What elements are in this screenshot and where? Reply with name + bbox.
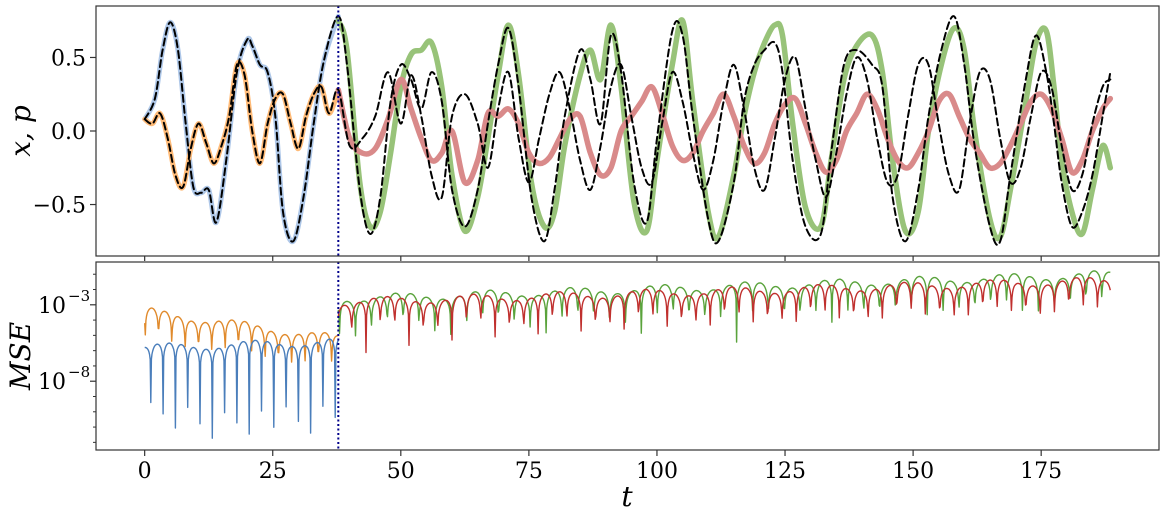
bottom-y-axis-label: MSE: [4, 322, 37, 391]
top-panel: −0.5 0.0 0.5 x, p: [4, 5, 1160, 261]
bottom-x-tick-label: 50: [387, 459, 415, 484]
top-series-group: [142, 13, 1114, 246]
bottom-y-tick-exponent: −8: [68, 363, 90, 381]
bottom-x-tick-label: 75: [515, 459, 543, 484]
bottom-y-tick-exponent: −3: [68, 287, 90, 305]
bottom-x-tick-label: 125: [764, 459, 806, 484]
top-y-tick-label: 0.5: [51, 46, 86, 71]
bottom-tick-group: 10 −310 −80 25 50 75 100 125 150 175: [38, 273, 1062, 484]
bottom-series-line-train_p: [144, 307, 339, 363]
bottom-axes-frame: [95, 261, 1160, 451]
bottom-series-group: [144, 270, 1111, 439]
x-axis-label: t: [621, 480, 633, 513]
bottom-x-tick-label: 25: [259, 459, 287, 484]
bottom-series-line-train_x: [144, 338, 339, 439]
bottom-series-line-forecast_x: [337, 270, 1111, 343]
bottom-x-tick-label: 175: [1020, 459, 1062, 484]
top-series-line-forecast_p-3: [335, 76, 1114, 187]
top-y-tick-label: −0.5: [33, 194, 86, 219]
top-y-tick-label: 0.0: [51, 120, 86, 145]
bottom-x-tick-label: 0: [138, 459, 152, 484]
bottom-y-tick-label: 10: [38, 370, 66, 395]
bottom-series-line-forecast_p: [337, 277, 1111, 354]
bottom-y-tick-label: 10: [38, 294, 66, 319]
bottom-panel: 10 −310 −80 25 50 75 100 125 150 175 MSE t: [4, 261, 1160, 513]
bottom-x-tick-label: 150: [892, 459, 934, 484]
top-tick-group: −0.5 0.0 0.5: [33, 46, 1042, 261]
top-series-line-forecast_x-2: [335, 17, 1114, 242]
top-series-line-prediction-5: [143, 55, 1112, 201]
bottom-x-tick-label: 100: [636, 459, 678, 484]
top-y-axis-label: x, p: [4, 105, 37, 157]
